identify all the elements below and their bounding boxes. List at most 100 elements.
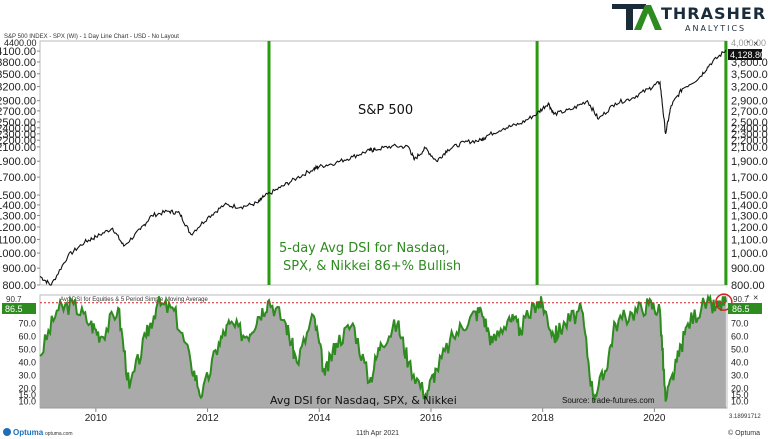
signal-annotation-line1: 5-day Avg DSI for Nasdaq,	[279, 241, 450, 256]
price-tick-label-right: 3,200.00	[731, 82, 768, 94]
footer-copyright: © Optuma	[728, 429, 760, 437]
dsi-tick-label-right: 50.0	[731, 345, 749, 355]
x-axis: 2010 2012 2014 2016 2018 2020	[85, 408, 666, 424]
logo-t-icon	[612, 4, 646, 30]
logo-a-icon	[634, 5, 662, 30]
dsi-bottom-right-value: 3.18991712	[729, 414, 761, 420]
price-tick-label: 3500.00	[0, 69, 36, 81]
signal-bar	[535, 41, 539, 285]
dsi-tick-label-right: 15.0	[731, 390, 749, 400]
price-axis-left: 800.00 900.00 1000.00 1100.001200.001300.00…	[0, 46, 40, 292]
price-tick-label: 1400.00	[0, 200, 36, 212]
price-tick-label-right: 900.00	[731, 263, 765, 275]
year-tick-label: 2016	[420, 413, 443, 424]
footer-brand-sub: optuma.com	[45, 431, 73, 437]
price-tick-label-right: 1,100.00	[731, 234, 768, 246]
price-tick-label: 1900.00	[0, 156, 36, 168]
last-price-badge	[728, 49, 762, 60]
price-tick-label-right: 1,700.00	[731, 172, 768, 184]
price-tick-label-right: 2,300.00	[731, 129, 768, 141]
price-tick-label-right: 2,200.00	[731, 135, 768, 147]
dsi-panel-title: Avg DSI for Equities & 5 Period Simple M…	[60, 297, 209, 303]
last-price-value: 4,128.80	[730, 50, 765, 60]
price-tick-label-right: 3,500.00	[731, 69, 768, 81]
dsi-badge-left	[2, 303, 36, 314]
year-tick-label: 2010	[85, 413, 108, 424]
price-tick-label: 1700.00	[0, 172, 36, 184]
price-tick-label: 1500.00	[0, 190, 36, 202]
dsi-tick-label-right: 10.0	[731, 397, 749, 407]
dsi-badge-top-left	[0, 295, 36, 303]
price-tick-label-right: 1,200.00	[731, 222, 768, 234]
price-tick-label-right: 1,000.00	[731, 248, 768, 260]
dsi-area-fill	[40, 296, 726, 408]
price-tick-label: 2700.00	[0, 106, 36, 118]
source-label: Source: trade-futures.com	[562, 396, 655, 405]
thrasher-logo: THRASHER ANALYTICS	[612, 4, 766, 33]
price-tick-label-right: 1,400.00	[731, 200, 768, 212]
price-tick-label: 3800.00	[0, 57, 36, 69]
price-tick-label-right: 2,400.00	[731, 123, 768, 135]
year-tick-label: 2014	[308, 413, 331, 424]
price-tick-label: 2400.00	[0, 123, 36, 135]
logo-line1: THRASHER	[661, 4, 766, 23]
price-tick-label-right: 1,500.00	[731, 190, 768, 202]
dsi-panel-label: Avg DSI for Nasdaq, SPX, & Nikkei	[270, 394, 457, 407]
logo-line2: ANALYTICS	[685, 24, 746, 33]
price-tick-label-right: 2,700.00	[731, 106, 768, 118]
optuma-logo-icon	[3, 428, 11, 436]
dsi-tick-label-right: 40.0	[731, 358, 749, 368]
latest-reading-circle	[715, 293, 733, 311]
dsi-tick-label: 10.0	[18, 397, 36, 407]
dsi-tick-label: 70.0	[18, 319, 36, 329]
signal-bar	[267, 41, 271, 285]
price-tick-label-right: 1,300.00	[731, 211, 768, 223]
dsi-tick-label-right: 20.0	[731, 384, 749, 394]
price-panel-frame	[39, 40, 728, 286]
price-tick-label: 3200.00	[0, 82, 36, 94]
dsi-badge-left-text: 86.5	[5, 304, 23, 314]
dsi-badge-top-right-text: 90.7	[733, 295, 749, 304]
price-tick-label: 900.00	[2, 263, 36, 275]
price-tick-label-right: 800.00	[731, 280, 765, 292]
index-title: S&P 500 INDEX - SPX (WI) - 1 Day Line Ch…	[4, 34, 179, 40]
dsi-tick-label: 20.0	[18, 384, 36, 394]
price-tick-label-right: 2,500.00	[731, 117, 768, 129]
year-tick-label: 2020	[643, 413, 666, 424]
price-tick-label: 2500.00	[0, 117, 36, 129]
dsi-tick-label-right: 60.0	[731, 332, 749, 342]
price-tick-label: 1100.00	[0, 234, 36, 246]
price-tick-label: 2200.00	[0, 135, 36, 147]
price-axis-right: 800.00 900.00 1,000.00 1,100.001,200.001,30…	[731, 57, 768, 292]
collapse-icon-lower[interactable]: ⌃ ✕	[745, 294, 759, 302]
dsi-badge-top-left-text: 90.7	[6, 295, 22, 304]
price-tick-label: 800.00	[2, 280, 36, 292]
dsi-tick-label: 30.0	[18, 371, 36, 381]
price-top-label-faint: 4,000.00	[731, 38, 766, 48]
price-panel-label: S&P 500	[358, 103, 413, 118]
price-tick-label: 1300.00	[0, 211, 36, 223]
sp500-price-line	[39, 49, 727, 286]
dsi-line	[39, 293, 727, 404]
dsi-badge-right-text: 86.5	[732, 304, 750, 314]
price-tick-label: 1200.00	[0, 222, 36, 234]
dsi-tick-label: 40.0	[18, 358, 36, 368]
signal-annotation-line2: SPX, & Nikkei 86+% Bullish	[283, 259, 461, 274]
collapse-icon[interactable]: ⌃ ✕	[745, 40, 759, 48]
signal-bar	[724, 41, 728, 285]
price-tick-label-right: 2,100.00	[731, 142, 768, 154]
year-tick-label: 2018	[532, 413, 555, 424]
price-tick-label: 1000.00	[0, 248, 36, 260]
price-tick-label-right: 1,900.00	[731, 156, 768, 168]
dsi-tick-label-right: 70.0	[731, 319, 749, 329]
dsi-tick-label-right: 30.0	[731, 371, 749, 381]
dsi-tick-label: 50.0	[18, 345, 36, 355]
dsi-tick-label: 60.0	[18, 332, 36, 342]
footer-date: 11th Apr 2021	[356, 430, 399, 437]
signal-bars-group	[267, 41, 728, 285]
year-tick-label: 2012	[196, 413, 219, 424]
footer-brand: Optuma	[13, 428, 44, 437]
price-tick-label: 2900.00	[0, 96, 36, 108]
dsi-badge-right	[728, 303, 762, 314]
